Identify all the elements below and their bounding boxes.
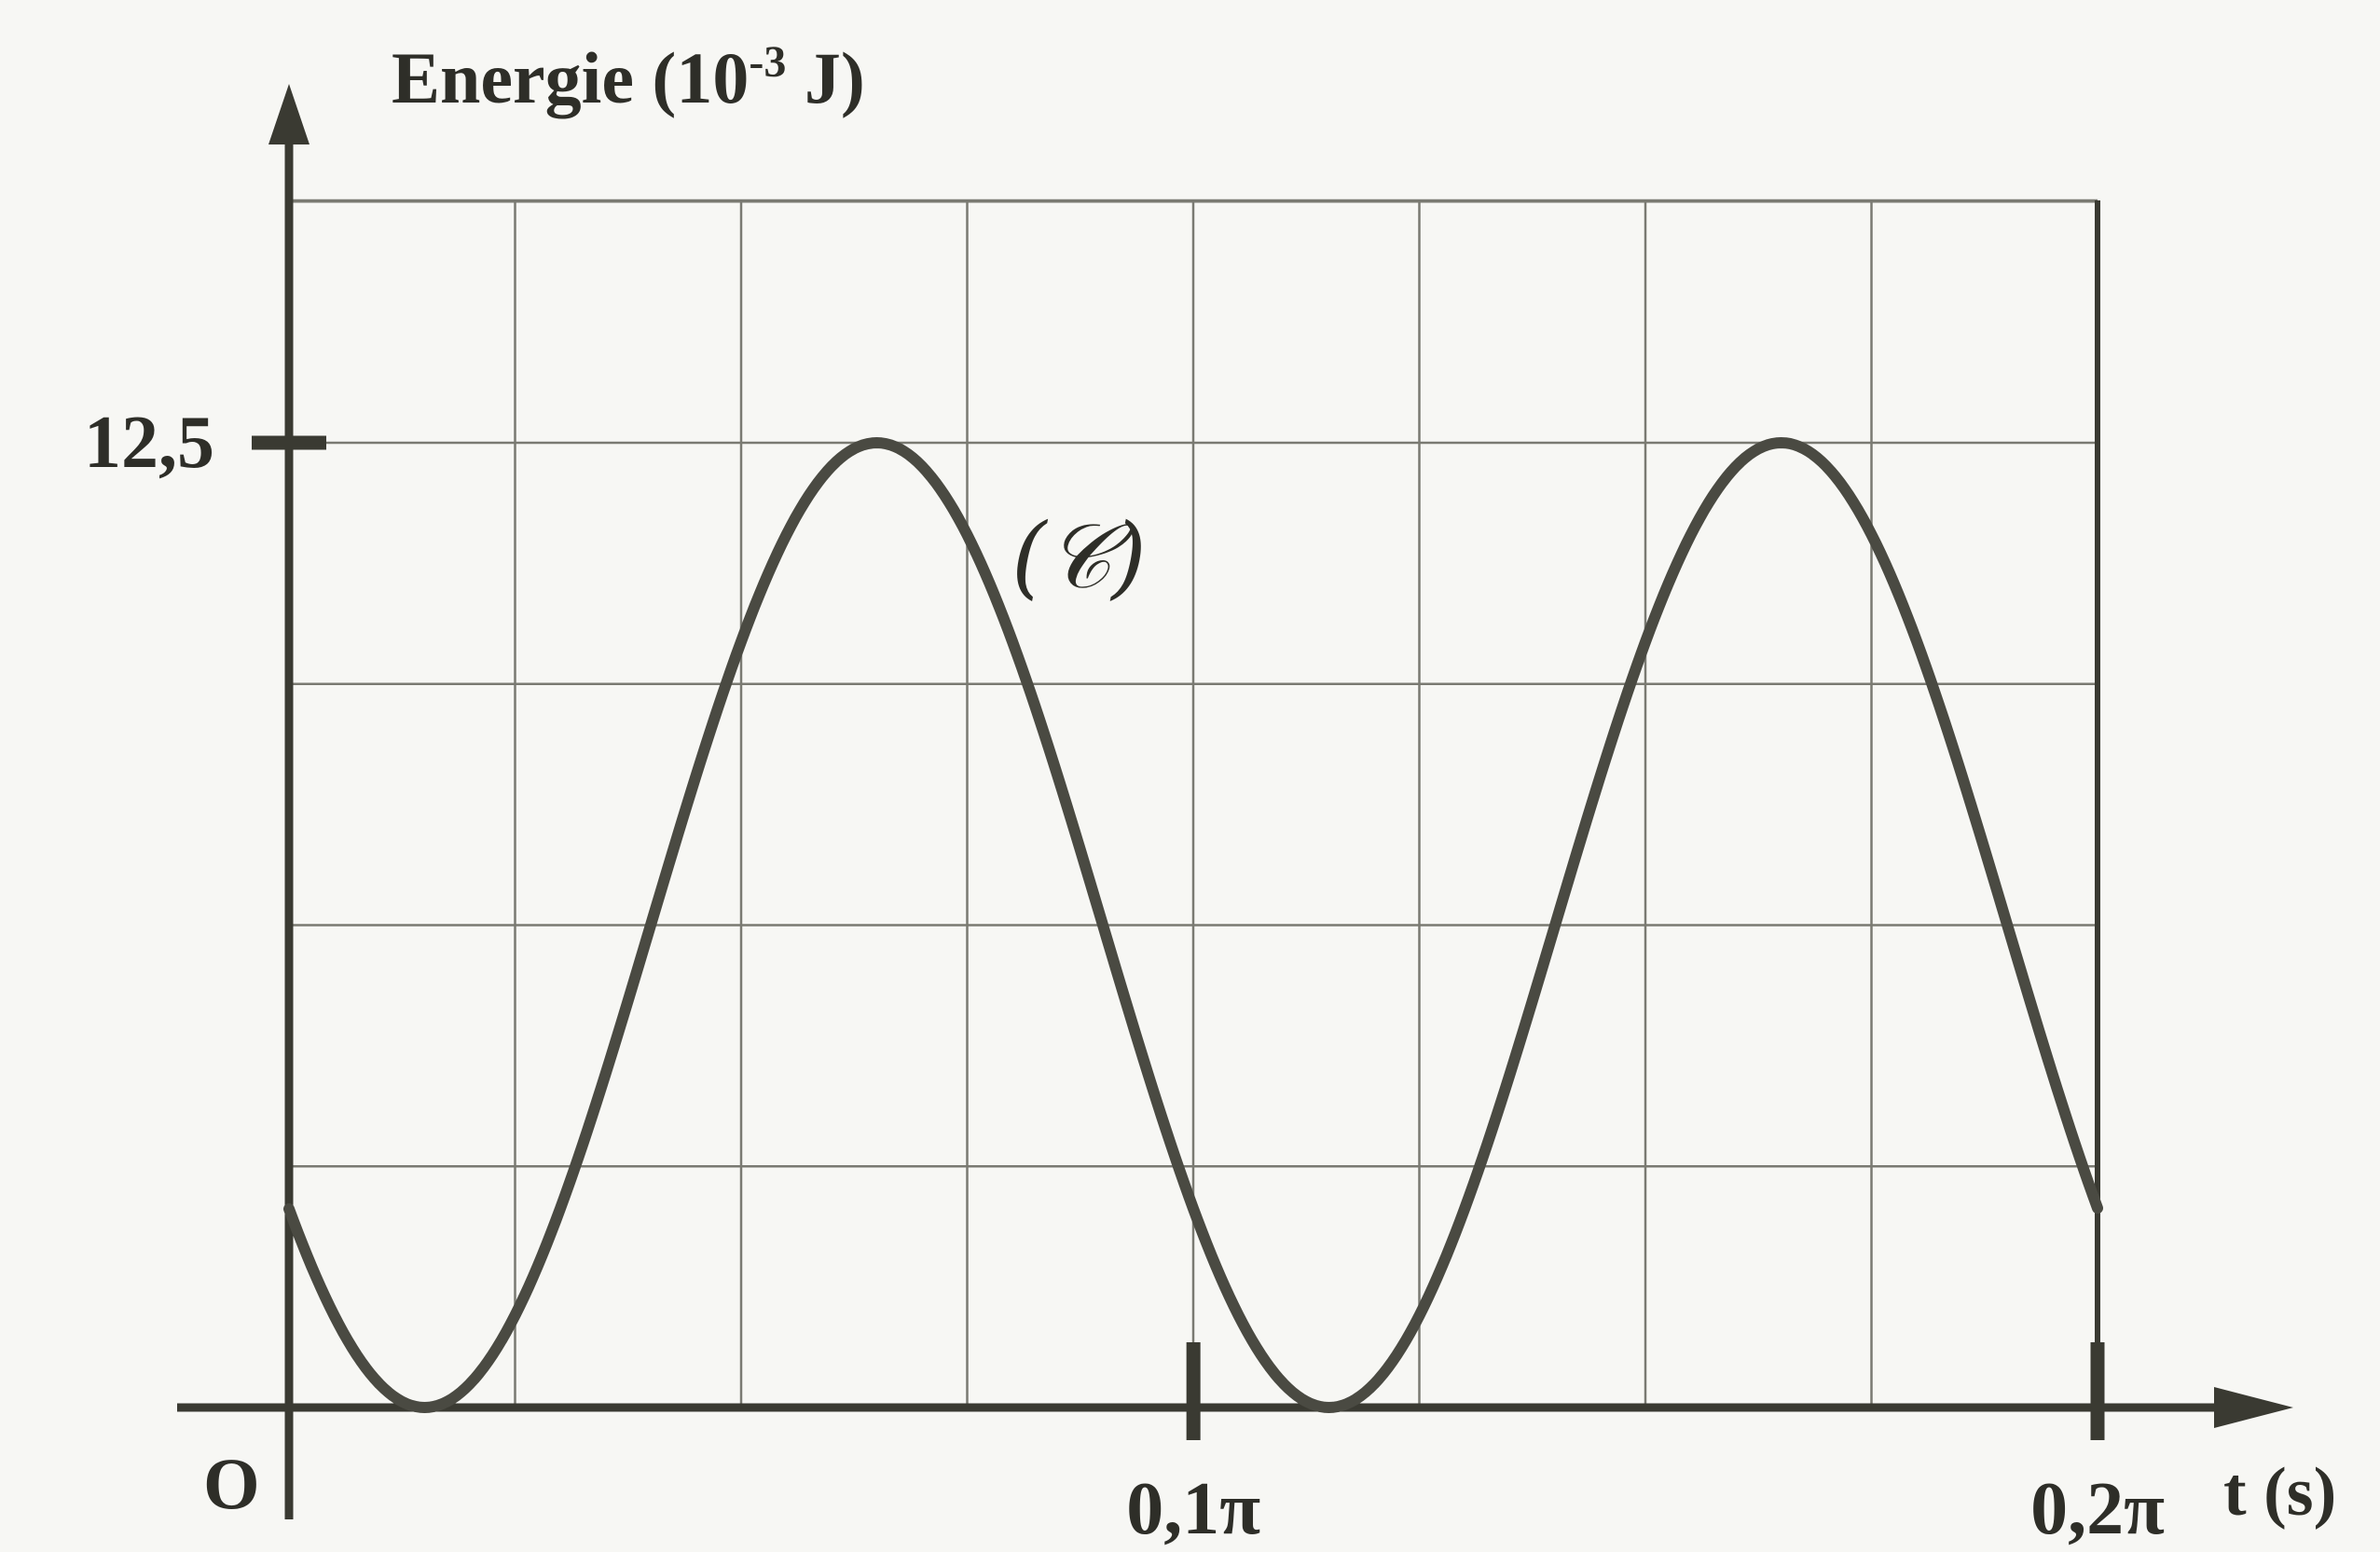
x-tick-label: 0,2π <box>2030 1468 2165 1550</box>
y-tick-label: 12,5 <box>84 402 214 484</box>
chart-grid <box>289 200 2098 1408</box>
origin-label: O <box>203 1443 260 1524</box>
curve-label: (𝒞) <box>1011 504 1147 609</box>
x-tick-label: 0,1π <box>1126 1468 1260 1550</box>
y-axis-arrow <box>268 84 310 144</box>
y-axis-label-exponent: -3 <box>749 37 786 87</box>
x-axis-label: t (s) <box>2223 1454 2336 1531</box>
x-axis-arrow <box>2214 1387 2293 1428</box>
y-axis-label-unit: J) <box>786 37 864 118</box>
y-axis-label: Energie (10-3 J) <box>392 37 865 118</box>
